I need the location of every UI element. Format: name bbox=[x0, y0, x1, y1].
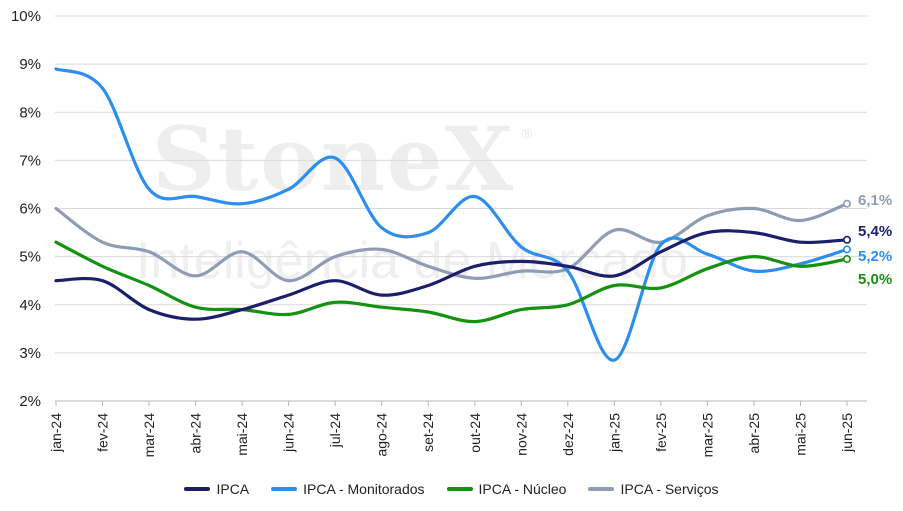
legend-label: IPCA bbox=[216, 481, 250, 497]
legend-swatch bbox=[588, 487, 615, 491]
legend-item-2: IPCA - Núcleo bbox=[446, 481, 567, 497]
series-lines bbox=[54, 67, 851, 362]
y-tick-label: 2% bbox=[19, 393, 41, 410]
legend-label: IPCA - Núcleo bbox=[478, 481, 567, 497]
x-tick-label: jan-24 bbox=[48, 413, 64, 453]
x-tick-label: fev-24 bbox=[95, 413, 111, 452]
x-tick-label: jan-25 bbox=[606, 413, 622, 453]
x-tick-label: abr-25 bbox=[746, 413, 762, 454]
end-value-label-3: 6,1% bbox=[858, 192, 892, 209]
y-tick-label: 5% bbox=[19, 249, 41, 266]
x-tick-label: dez-24 bbox=[560, 413, 576, 456]
x-axis: jan-24 fev-24 mar-24 abr-24 mai-24 jun-24 jul-… bbox=[48, 401, 855, 457]
end-value-label-2: 5,0% bbox=[858, 271, 892, 288]
series-end-marker-1 bbox=[842, 245, 851, 254]
x-tick-label: set-24 bbox=[420, 413, 436, 452]
y-tick-label: 10% bbox=[11, 8, 41, 25]
x-tick-label: nov-24 bbox=[513, 413, 529, 456]
legend-item-1: IPCA - Monitorados bbox=[271, 481, 425, 497]
series-line-2 bbox=[54, 240, 849, 324]
x-tick-label: mar-25 bbox=[699, 413, 715, 458]
y-tick-label: 7% bbox=[19, 152, 41, 169]
watermark-registered: ® bbox=[522, 125, 533, 141]
y-tick-label: 4% bbox=[19, 297, 41, 314]
y-tick-label: 6% bbox=[19, 201, 41, 218]
series-end-marker-0 bbox=[842, 235, 851, 244]
x-tick-label: jun-24 bbox=[281, 413, 297, 453]
legend-swatch bbox=[446, 487, 473, 491]
x-tick-label: abr-24 bbox=[188, 413, 204, 454]
x-tick-label: jun-25 bbox=[839, 413, 855, 453]
legend-label: IPCA - Serviços bbox=[620, 481, 719, 497]
legend-label: IPCA - Monitorados bbox=[303, 481, 425, 497]
end-labels: 5,4% 5,2% 5,0% 6,1% bbox=[858, 192, 892, 288]
series-line-0 bbox=[54, 229, 849, 321]
legend-item-3: IPCA - Serviços bbox=[588, 481, 719, 497]
x-tick-label: mai-24 bbox=[234, 413, 250, 456]
y-tick-label: 3% bbox=[19, 345, 41, 362]
series-end-marker-3 bbox=[842, 199, 851, 208]
x-tick-label: out-24 bbox=[467, 413, 483, 453]
end-value-label-0: 5,4% bbox=[858, 223, 892, 240]
legend-swatch bbox=[184, 487, 211, 491]
legend-item-0: IPCA bbox=[184, 481, 249, 497]
x-tick-label: jul-24 bbox=[327, 413, 343, 448]
legend-swatch bbox=[271, 487, 298, 491]
y-tick-label: 8% bbox=[19, 104, 41, 121]
series-end-marker-2 bbox=[842, 255, 851, 264]
y-axis-ticks: 2% 3% 4% 5% 6% 7% 8% 9% 10% bbox=[11, 8, 41, 410]
end-value-label-1: 5,2% bbox=[858, 248, 892, 265]
x-tick-label: ago-24 bbox=[374, 413, 390, 457]
x-tick-label: fev-25 bbox=[653, 413, 669, 452]
x-tick-label: mar-24 bbox=[141, 413, 157, 458]
legend: IPCA IPCA - Monitorados IPCA - Núcleo IPCA … bbox=[0, 478, 903, 500]
series-line-1 bbox=[54, 67, 849, 362]
y-tick-label: 9% bbox=[19, 56, 41, 73]
watermark-brand: StoneX bbox=[152, 107, 515, 211]
x-tick-label: mai-25 bbox=[792, 413, 808, 456]
